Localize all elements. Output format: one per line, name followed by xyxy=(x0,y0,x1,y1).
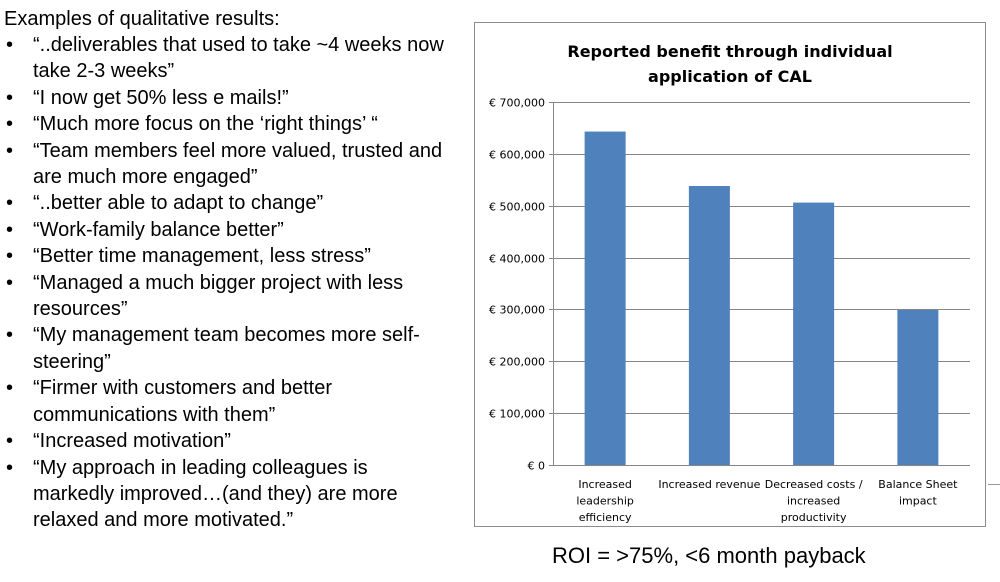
quote-item: • “..deliverables that used to take ~4 we… xyxy=(4,32,449,85)
quote-text: “Work-family balance better” xyxy=(33,218,284,241)
quote-text: “Increased motivation” xyxy=(33,430,231,453)
y-tick-label: € 400,000 xyxy=(489,253,545,266)
qualitative-results-panel: Examples of qualitative results: • “..del… xyxy=(4,6,449,534)
quote-item: • “I now get 50% less e mails!” xyxy=(4,85,449,111)
quote-text: “Firmer with customers and better commun… xyxy=(33,377,332,426)
bullet-icon: • xyxy=(6,430,14,453)
quote-item: • “Work-family balance better” xyxy=(4,217,449,243)
bullet-icon: • xyxy=(6,113,14,136)
quote-item: • “Team members feel more valued, trusted… xyxy=(4,138,449,191)
y-tick-label: € 300,000 xyxy=(489,304,545,317)
quote-text: “..deliverables that used to take ~4 wee… xyxy=(33,34,444,83)
quote-item: • “My management team becomes more self-s… xyxy=(4,322,449,375)
bar xyxy=(688,186,730,465)
bullet-icon: • xyxy=(6,456,14,479)
y-tick-label: € 700,000 xyxy=(489,97,545,110)
bullet-icon: • xyxy=(6,192,14,215)
x-tick-label: impact xyxy=(899,495,938,508)
chart-title-line: Reported benefit through individual xyxy=(567,42,893,61)
y-tick-label: € 0 xyxy=(528,460,546,473)
x-tick-label: productivity xyxy=(781,511,847,524)
quote-list: • “..deliverables that used to take ~4 we… xyxy=(4,32,449,534)
bar xyxy=(897,309,939,465)
quote-item: • “Better time management, less stress” xyxy=(4,243,449,269)
quote-item: • “Much more focus on the ‘right things’ … xyxy=(4,111,449,137)
x-tick-label: leadership xyxy=(576,495,634,508)
x-tick-label: Increased xyxy=(578,478,632,491)
x-tick-label: Increased revenue xyxy=(658,478,760,491)
quote-text: “My approach in leading colleagues is ma… xyxy=(33,456,398,532)
bullet-icon: • xyxy=(6,245,14,268)
bullet-icon: • xyxy=(6,139,14,162)
quote-item: • “..better able to adapt to change” xyxy=(4,190,449,216)
quote-item: • “Increased motivation” xyxy=(4,428,449,454)
quote-text: “Team members feel more valued, trusted … xyxy=(33,139,443,189)
quote-item: • “My approach in leading colleagues is m… xyxy=(4,455,449,534)
bullet-icon: • xyxy=(6,34,14,56)
quote-text: “My management team becomes more self-st… xyxy=(33,324,420,373)
quote-item: • “Managed a much bigger project with les… xyxy=(4,270,449,323)
qualitative-results-heading: Examples of qualitative results: xyxy=(4,8,280,30)
y-tick-label: € 600,000 xyxy=(489,149,545,162)
y-tick-label: € 100,000 xyxy=(489,408,545,421)
x-tick-label: increased xyxy=(787,495,840,508)
quote-item: • “Firmer with customers and better commu… xyxy=(4,375,449,428)
x-tick-label: Balance Sheet xyxy=(878,478,958,491)
x-tick-label: Decreased costs / xyxy=(765,478,863,491)
y-tick-label: € 500,000 xyxy=(489,201,545,214)
bar xyxy=(793,202,835,466)
quote-text: “Managed a much bigger project with less… xyxy=(33,271,404,321)
quote-text: “Much more focus on the ‘right things’ “ xyxy=(33,113,378,136)
bullet-icon: • xyxy=(6,377,14,400)
bullet-icon: • xyxy=(6,86,14,109)
divider-line xyxy=(988,484,1000,485)
chart-title: Reported benefit through individual appl… xyxy=(475,39,985,89)
bullet-icon: • xyxy=(6,271,14,294)
benefit-chart: Reported benefit through individual appl… xyxy=(474,22,986,527)
quote-text: “Better time management, less stress” xyxy=(33,245,371,268)
bar xyxy=(584,131,626,465)
bullet-icon: • xyxy=(6,324,14,347)
chart-title-line: application of CAL xyxy=(648,67,812,86)
quote-text: “..better able to adapt to change” xyxy=(33,192,324,215)
bullet-icon: • xyxy=(6,218,14,241)
x-tick-label: efficiency xyxy=(579,511,632,524)
roi-summary: ROI = >75%, <6 month payback xyxy=(552,543,866,568)
y-tick-label: € 200,000 xyxy=(489,356,545,369)
chart-plot: € 0 € 100,000 € 200,000 € 300,000 € 400,000 €… xyxy=(489,97,970,524)
quote-text: “I now get 50% less e mails!” xyxy=(33,86,289,109)
